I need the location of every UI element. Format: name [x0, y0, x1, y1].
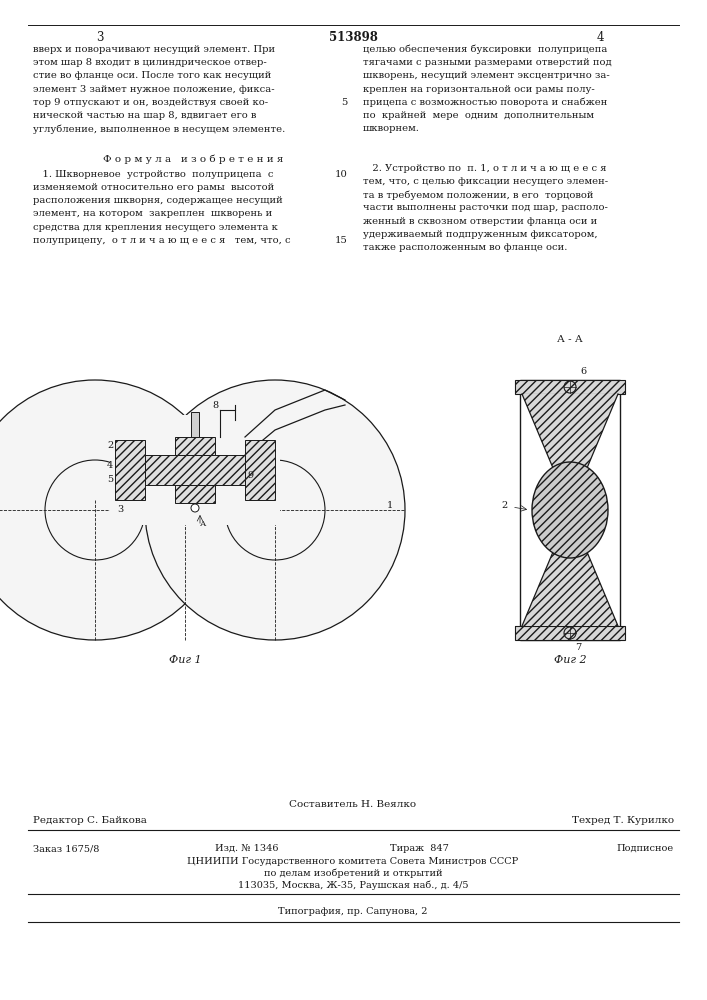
- Text: тягачами с разными размерами отверстий под: тягачами с разными размерами отверстий п…: [363, 58, 612, 67]
- Bar: [175, 437, 215, 455]
- Text: А - А: А - А: [557, 335, 583, 344]
- Text: 4: 4: [596, 31, 604, 44]
- Text: Изд. № 1346: Изд. № 1346: [215, 844, 279, 853]
- Text: 5: 5: [107, 476, 113, 485]
- Text: по  крайней  мере  одним  дополнительным: по крайней мере одним дополнительным: [363, 111, 594, 120]
- Text: 7: 7: [575, 644, 581, 652]
- Text: креплен на горизонтальной оси рамы полу-: креплен на горизонтальной оси рамы полу-: [363, 85, 595, 94]
- Text: 3: 3: [117, 506, 123, 514]
- Text: Заказ 1675/8: Заказ 1675/8: [33, 844, 100, 853]
- Bar: [515, 380, 625, 394]
- Bar: [515, 626, 625, 640]
- Text: 9: 9: [247, 471, 253, 480]
- Text: шкворнем.: шкворнем.: [363, 124, 420, 133]
- Bar: [145, 455, 245, 485]
- Text: 513898: 513898: [329, 31, 378, 44]
- Text: 5: 5: [341, 98, 348, 107]
- Text: тем, что, с целью фиксации несущего элемен-: тем, что, с целью фиксации несущего элем…: [363, 177, 608, 186]
- Polygon shape: [522, 394, 618, 480]
- Text: средства для крепления несущего элемента к: средства для крепления несущего элемента…: [33, 223, 278, 232]
- Text: стие во фланце оси. После того как несущий: стие во фланце оси. После того как несущ…: [33, 71, 271, 80]
- Text: прицепа с возможностью поворота и снабжен: прицепа с возможностью поворота и снабже…: [363, 98, 607, 107]
- Text: 2. Устройство по  п. 1, о т л и ч а ю щ е е с я: 2. Устройство по п. 1, о т л и ч а ю щ е…: [363, 164, 607, 173]
- Circle shape: [191, 504, 199, 512]
- Text: 15: 15: [335, 236, 348, 245]
- Text: 4: 4: [107, 460, 113, 470]
- Text: Тираж  847: Тираж 847: [390, 844, 449, 853]
- Text: 1. Шкворневое  устройство  полуприцепа  с: 1. Шкворневое устройство полуприцепа с: [33, 170, 274, 179]
- Text: ЦНИИПИ Государственного комитета Совета Министров СССР: ЦНИИПИ Государственного комитета Совета …: [187, 857, 519, 866]
- Circle shape: [145, 380, 405, 640]
- Text: Техред Т. Курилко: Техред Т. Курилко: [572, 816, 674, 825]
- Text: Ф о р м у л а   и з о б р е т е н и я: Ф о р м у л а и з о б р е т е н и я: [103, 155, 284, 164]
- Text: части выполнены расточки под шар, располо-: части выполнены расточки под шар, распол…: [363, 203, 608, 212]
- Text: Фиг 2: Фиг 2: [554, 655, 586, 665]
- Bar: [191, 412, 199, 437]
- Text: изменяемой относительно его рамы  высотой: изменяемой относительно его рамы высотой: [33, 183, 274, 192]
- Text: расположения шкворня, содержащее несущий: расположения шкворня, содержащее несущий: [33, 196, 283, 205]
- Text: удерживаемый подпруженным фиксатором,: удерживаемый подпруженным фиксатором,: [363, 230, 597, 239]
- Bar: [110, 415, 280, 525]
- Bar: [115, 440, 145, 500]
- Text: Типография, пр. Сапунова, 2: Типография, пр. Сапунова, 2: [279, 907, 428, 916]
- Polygon shape: [522, 540, 618, 626]
- Text: элемент 3 займет нужное положение, фикса-: элемент 3 займет нужное положение, фикса…: [33, 85, 274, 94]
- Text: также расположенным во фланце оси.: также расположенным во фланце оси.: [363, 243, 568, 252]
- Text: тор 9 отпускают и он, воздействуя своей ко-: тор 9 отпускают и он, воздействуя своей …: [33, 98, 268, 107]
- Text: углубление, выполненное в несущем элементе.: углубление, выполненное в несущем элемен…: [33, 124, 285, 134]
- Text: по делам изобретений и открытий: по делам изобретений и открытий: [264, 869, 443, 879]
- Text: полуприцепу,  о т л и ч а ю щ е е с я   тем, что, с: полуприцепу, о т л и ч а ю щ е е с я тем…: [33, 236, 291, 245]
- Text: 6: 6: [580, 367, 586, 376]
- Bar: [175, 485, 215, 503]
- Bar: [115, 440, 145, 500]
- Bar: [175, 437, 215, 455]
- Text: Составитель Н. Веялко: Составитель Н. Веялко: [289, 800, 416, 809]
- Text: целью обеспечения буксировки  полуприцепа: целью обеспечения буксировки полуприцепа: [363, 45, 607, 54]
- Text: 1: 1: [387, 500, 393, 510]
- Bar: [245, 440, 275, 500]
- Text: Редактор С. Байкова: Редактор С. Байкова: [33, 816, 147, 825]
- Text: Фиг 1: Фиг 1: [169, 655, 201, 665]
- Bar: [245, 440, 275, 500]
- Text: нической частью на шар 8, вдвигает его в: нической частью на шар 8, вдвигает его в: [33, 111, 257, 120]
- Bar: [175, 485, 215, 503]
- Text: женный в сквозном отверстии фланца оси и: женный в сквозном отверстии фланца оси и: [363, 217, 597, 226]
- Text: 8: 8: [212, 400, 218, 410]
- Bar: [515, 626, 625, 640]
- Text: 2: 2: [502, 500, 508, 510]
- Text: та в требуемом положении, в его  торцовой: та в требуемом положении, в его торцовой: [363, 190, 593, 200]
- Text: этом шар 8 входит в цилиндрическое отвер-: этом шар 8 входит в цилиндрическое отвер…: [33, 58, 267, 67]
- Text: вверх и поворачивают несущий элемент. При: вверх и поворачивают несущий элемент. Пр…: [33, 45, 275, 54]
- Text: шкворень, несущий элемент эксцентрично за-: шкворень, несущий элемент эксцентрично з…: [363, 71, 609, 80]
- Text: 113035, Москва, Ж-35, Раушская наб., д. 4/5: 113035, Москва, Ж-35, Раушская наб., д. …: [238, 881, 468, 890]
- Bar: [520, 380, 620, 640]
- Text: элемент, на котором  закреплен  шкворень и: элемент, на котором закреплен шкворень и: [33, 209, 272, 218]
- Text: 3: 3: [96, 31, 104, 44]
- Ellipse shape: [532, 462, 608, 558]
- Text: 10: 10: [335, 170, 348, 179]
- Bar: [515, 380, 625, 394]
- Circle shape: [0, 380, 225, 640]
- Text: Подписное: Подписное: [617, 844, 674, 853]
- Text: 2: 2: [107, 440, 113, 450]
- Text: А: А: [200, 520, 206, 528]
- Bar: [145, 455, 245, 485]
